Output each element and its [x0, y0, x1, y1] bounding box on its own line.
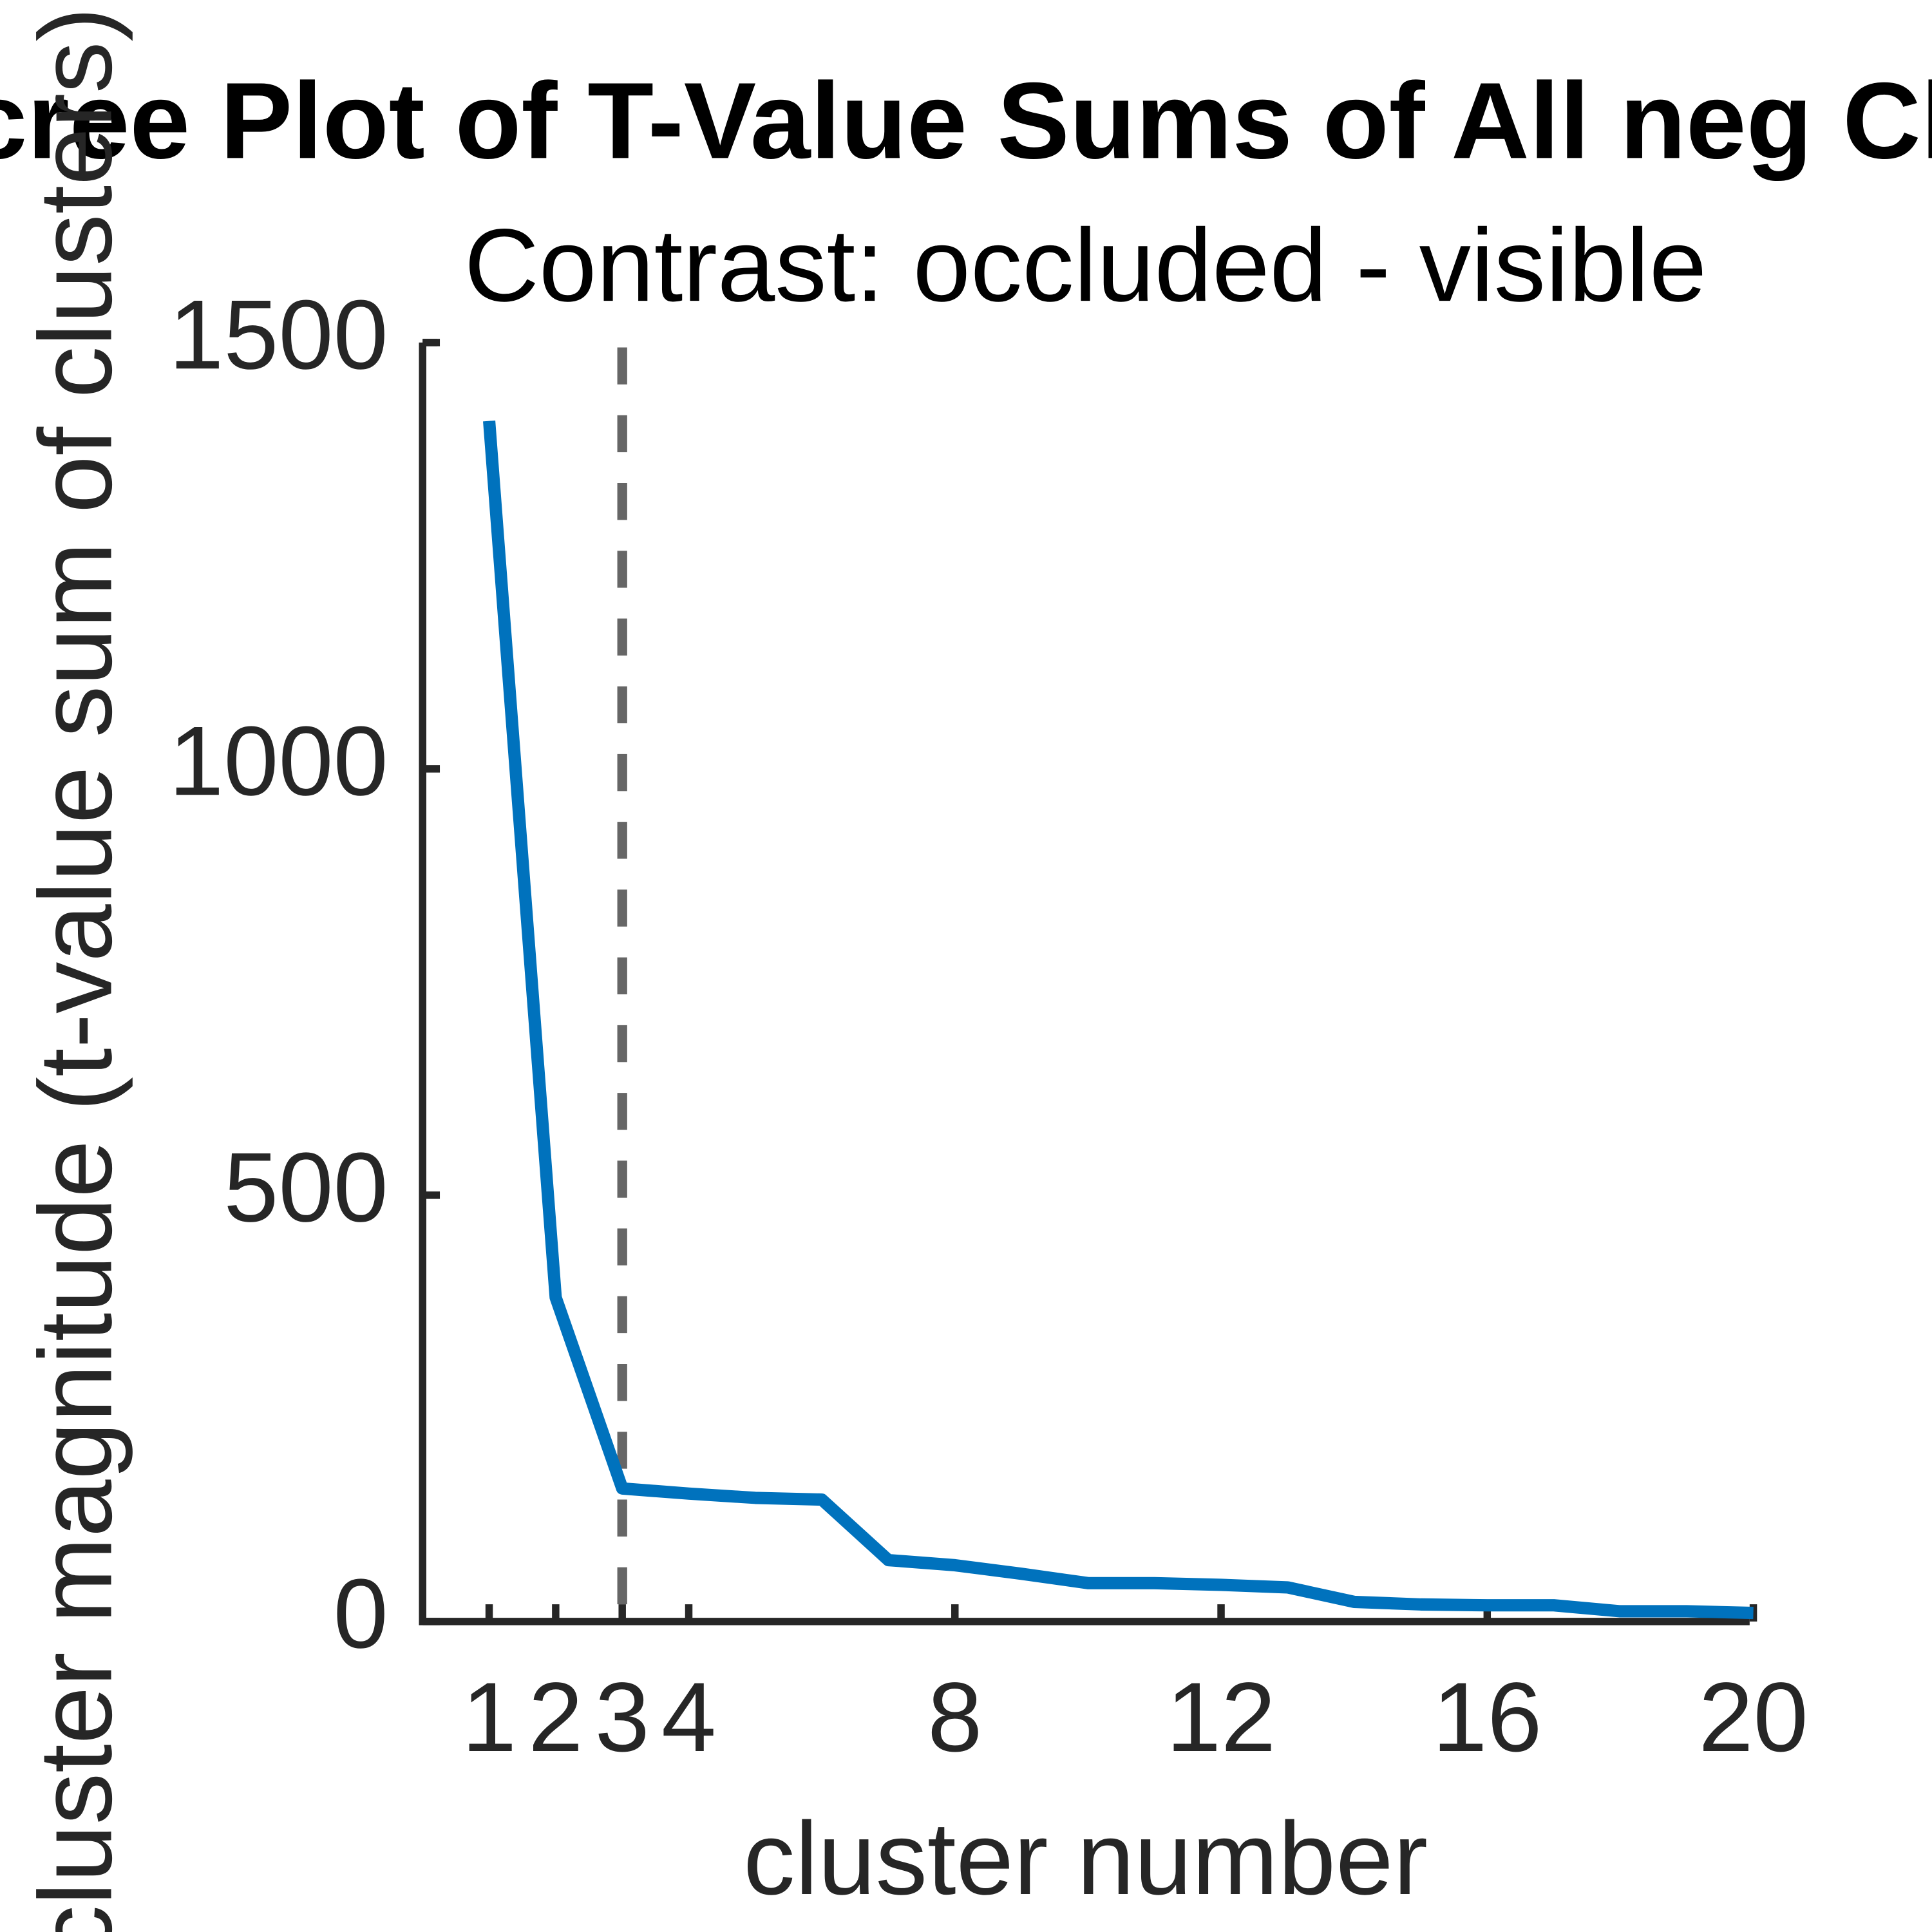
chart-subtitle: Contrast: occluded - visible	[464, 208, 1707, 323]
y-axis-label: cluster magnitude (t-value sum of cluste…	[19, 7, 134, 1932]
y-tick-label: 500	[223, 1132, 388, 1242]
x-tick-label: 8	[927, 1662, 982, 1772]
x-axis-label: cluster number	[743, 1801, 1428, 1917]
x-tick-label: 1	[462, 1662, 516, 1772]
x-tick-label: 4	[661, 1662, 716, 1772]
data-line	[483, 420, 1754, 1620]
y-tick-label: 1000	[169, 706, 388, 816]
y-tick-label: 0	[334, 1558, 388, 1669]
x-tick-label: 3	[595, 1662, 650, 1772]
x-tick-label: 20	[1698, 1662, 1808, 1772]
x-tick-label: 16	[1432, 1662, 1542, 1772]
x-tick-label: 12	[1166, 1662, 1276, 1772]
chart-title: Scree Plot of T-Value Sums of All neg Cl…	[0, 60, 1932, 181]
y-tick-label: 1500	[169, 279, 388, 390]
x-tick-label: 2	[528, 1662, 583, 1772]
